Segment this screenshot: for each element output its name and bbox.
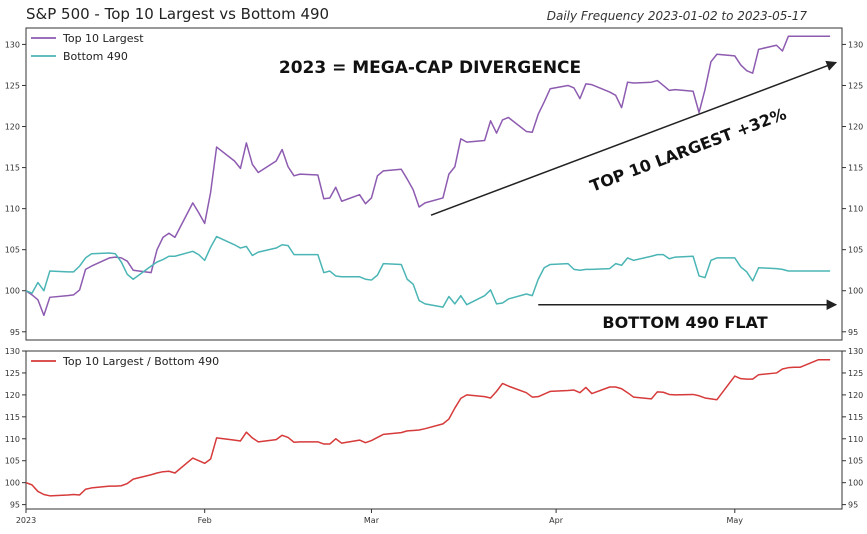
plot-frame-bottom [25, 350, 843, 510]
ytick-label-right: 105 [848, 457, 863, 466]
ytick-label-left: 100 [5, 287, 20, 296]
annotation-bottom490-label: BOTTOM 490 FLAT [602, 313, 767, 332]
ytick-label-right: 95 [848, 501, 858, 510]
plot-frame-top [25, 27, 843, 341]
ytick-label-left: 100 [5, 479, 20, 488]
ytick-label-left: 125 [5, 369, 20, 378]
ytick-label-left: 95 [10, 501, 20, 510]
ytick-label-right: 120 [848, 391, 863, 400]
legend-label: Top 10 Largest [62, 32, 144, 45]
xtick-label: 2023 [16, 516, 36, 525]
series-line-bottom-490 [25, 235, 831, 308]
ytick-label-right: 110 [848, 205, 863, 214]
ytick-label-left: 110 [5, 205, 20, 214]
ytick-label-right: 95 [848, 328, 858, 337]
ytick-label-right: 105 [848, 246, 863, 255]
xtick-label: Apr [549, 516, 564, 525]
xtick-label: May [727, 516, 744, 525]
ytick-label-right: 100 [848, 479, 863, 488]
chart-subtitle: Daily Frequency 2023-01-02 to 2023-05-17 [546, 9, 807, 23]
xtick-label: Feb [198, 516, 212, 525]
ytick-label-right: 125 [848, 81, 863, 90]
ytick-label-right: 115 [848, 413, 863, 422]
ytick-label-right: 110 [848, 435, 863, 444]
series-line-top-10-largest [25, 35, 831, 317]
ytick-label-left: 130 [5, 347, 20, 356]
xtick-label: Mar [364, 516, 380, 525]
ytick-label-left: 95 [10, 328, 20, 337]
series-line-top-10-largest-bottom-490 [25, 359, 831, 497]
ytick-label-left: 105 [5, 457, 20, 466]
ytick-label-right: 125 [848, 369, 863, 378]
ytick-label-left: 125 [5, 81, 20, 90]
ytick-label-right: 100 [848, 287, 863, 296]
ytick-label-left: 120 [5, 391, 20, 400]
annotation-headline: 2023 = MEGA-CAP DIVERGENCE [279, 58, 581, 78]
ytick-label-right: 130 [848, 40, 863, 49]
legend-label: Bottom 490 [63, 50, 128, 63]
annotation-arrow-up [430, 60, 838, 216]
legend-label: Top 10 Largest / Bottom 490 [62, 355, 219, 368]
ytick-label-left: 105 [5, 246, 20, 255]
ytick-label-left: 130 [5, 40, 20, 49]
ytick-label-right: 115 [848, 164, 863, 173]
ytick-label-right: 120 [848, 123, 863, 132]
chart-title: S&P 500 - Top 10 Largest vs Bottom 490 [26, 5, 330, 23]
ytick-label-left: 120 [5, 123, 20, 132]
ytick-label-left: 110 [5, 435, 20, 444]
ytick-label-left: 115 [5, 164, 20, 173]
ytick-label-left: 115 [5, 413, 20, 422]
ytick-label-right: 130 [848, 347, 863, 356]
